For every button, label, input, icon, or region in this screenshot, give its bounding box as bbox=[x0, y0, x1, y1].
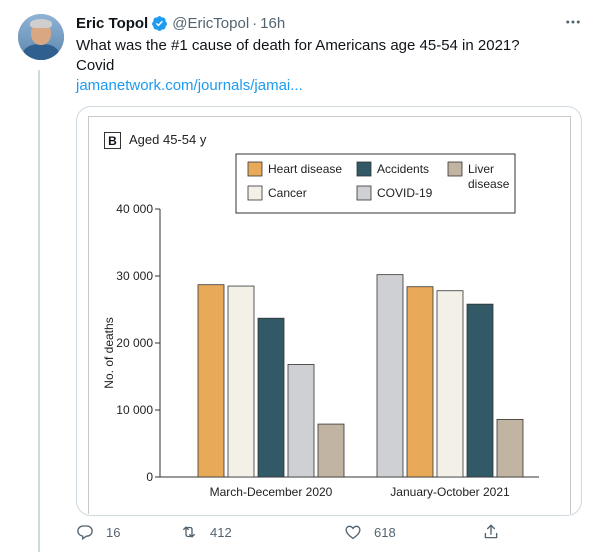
bar-chart: 0 10 000 20 000 30 000 40 000 No. of deaths Ma… bbox=[102, 153, 539, 499]
bar bbox=[496, 418, 524, 478]
heart-icon bbox=[345, 525, 361, 540]
retweet-count: 412 bbox=[210, 524, 232, 540]
reply-button[interactable]: 16 bbox=[76, 520, 120, 544]
tweet-text: What was the #1 cause of death for Ameri… bbox=[76, 36, 576, 76]
panel-letter: B bbox=[104, 132, 121, 149]
bar bbox=[466, 303, 494, 478]
more-icon[interactable] bbox=[563, 12, 583, 32]
figure-frame: B Aged 45-54 y 0 10 000 20 000 30 000 40 000… bbox=[88, 116, 571, 514]
x-category-label: January-October 2021 bbox=[390, 485, 510, 499]
display-name[interactable]: Eric Topol bbox=[76, 14, 149, 32]
tweet-text-line-2: Covid bbox=[76, 57, 115, 74]
verified-badge-icon bbox=[152, 15, 168, 31]
reply-count: 16 bbox=[106, 524, 121, 540]
timestamp[interactable]: 16h bbox=[260, 14, 286, 32]
legend-swatch bbox=[247, 161, 263, 177]
media-card[interactable]: B Aged 45-54 y 0 10 000 20 000 30 000 40 000… bbox=[76, 106, 582, 516]
y-axis-label: No. of deaths bbox=[102, 317, 116, 388]
thread-line bbox=[38, 70, 40, 552]
legend-box bbox=[235, 153, 516, 214]
legend-swatch bbox=[247, 185, 263, 201]
more-dots-icon bbox=[566, 20, 580, 24]
legend-swatch bbox=[356, 161, 372, 177]
bar bbox=[197, 284, 225, 478]
retweet-icon bbox=[183, 526, 195, 538]
handle[interactable]: @EricTopol bbox=[172, 14, 250, 32]
bar bbox=[376, 274, 404, 478]
y-tick-label: 20 000 bbox=[116, 336, 153, 350]
avatar-hair bbox=[30, 19, 52, 28]
separator-dot: · bbox=[252, 14, 258, 32]
y-tick-label: 0 bbox=[146, 470, 153, 484]
legend-label: Accidents bbox=[377, 162, 429, 176]
bar bbox=[317, 423, 345, 478]
reply-icon bbox=[77, 525, 93, 541]
retweet-button[interactable]: 412 bbox=[180, 520, 232, 544]
tweet-text-line-1: What was the #1 cause of death for Ameri… bbox=[76, 37, 520, 54]
legend-swatch bbox=[356, 185, 372, 201]
like-button[interactable]: 618 bbox=[344, 520, 396, 544]
x-category-label: March-December 2020 bbox=[210, 485, 333, 499]
legend-label: Cancer bbox=[268, 186, 307, 200]
legend-label: Liver disease bbox=[468, 162, 510, 191]
share-icon bbox=[484, 524, 498, 539]
panel-title: Aged 45-54 y bbox=[129, 132, 207, 147]
share-button[interactable] bbox=[482, 520, 512, 544]
bar bbox=[257, 317, 285, 478]
bar bbox=[227, 285, 255, 478]
like-count: 618 bbox=[374, 524, 396, 540]
bar bbox=[287, 364, 315, 478]
y-tick-label: 30 000 bbox=[116, 269, 153, 283]
avatar[interactable] bbox=[18, 14, 64, 60]
y-tick-label: 40 000 bbox=[116, 202, 153, 216]
y-tick-label: 10 000 bbox=[116, 403, 153, 417]
avatar-shirt bbox=[23, 44, 59, 60]
legend-label: COVID-19 bbox=[377, 186, 433, 200]
legend-label: Heart disease bbox=[268, 162, 342, 176]
action-bar: 16 412 618 bbox=[76, 520, 576, 544]
tweet-header: Eric Topol @EricTopol · 16h bbox=[76, 13, 285, 33]
tweet-link[interactable]: jamanetwork.com/journals/jamai... bbox=[76, 77, 303, 94]
legend-swatch bbox=[447, 161, 463, 177]
bar bbox=[406, 286, 434, 478]
bar bbox=[436, 290, 464, 478]
